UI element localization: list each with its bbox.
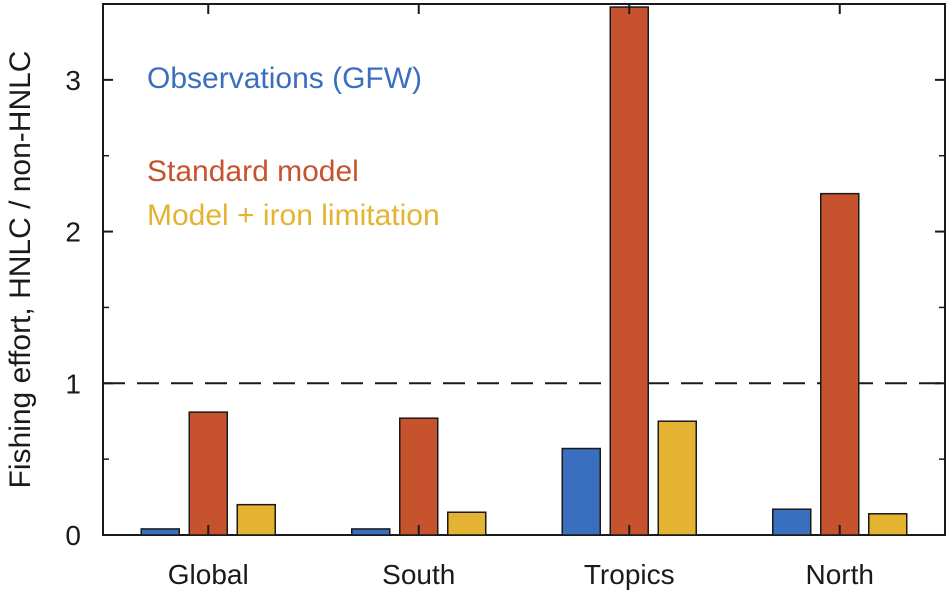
bar-global-series-1 — [188, 411, 228, 536]
bars-group — [140, 6, 908, 536]
bar-south-series-0 — [351, 528, 391, 536]
y-tick-labels: 0 1 2 3 — [65, 65, 81, 551]
legend-entry-2: Model + iron limitation — [147, 199, 440, 232]
y-tick-label: 3 — [65, 65, 81, 96]
bar-tropics-series-0 — [561, 447, 601, 536]
legend: Observations (GFW) Standard model Model + … — [147, 62, 440, 232]
bar-north-series-2 — [868, 513, 908, 536]
bar-south-series-2 — [447, 511, 487, 536]
bar-global-series-2 — [236, 503, 276, 536]
bar-south-series-1 — [399, 417, 439, 536]
bar-tropics-series-2 — [657, 420, 697, 536]
bar-north-series-1 — [820, 192, 860, 536]
bar-north-series-0 — [772, 508, 812, 536]
legend-entry-1: Standard model — [147, 155, 359, 188]
y-axis-title: Fishing effort, HNLC / non-HNLC — [4, 51, 37, 489]
y-tick-label: 1 — [65, 368, 81, 399]
x-tick-label-south: South — [382, 559, 455, 590]
legend-entry-0: Observations (GFW) — [147, 62, 422, 95]
y-tick-label: 0 — [65, 520, 81, 551]
bar-global-series-0 — [140, 528, 180, 536]
ticks-group — [103, 4, 945, 536]
x-tick-label-global: Global — [168, 559, 249, 590]
plot-frame — [102, 3, 946, 536]
x-tick-label-tropics: Tropics — [584, 559, 675, 590]
bar-tropics-series-1 — [609, 6, 649, 536]
y-tick-label: 2 — [65, 217, 81, 248]
x-tick-label-north: North — [806, 559, 874, 590]
x-tick-labels: Global South Tropics North — [168, 559, 874, 590]
